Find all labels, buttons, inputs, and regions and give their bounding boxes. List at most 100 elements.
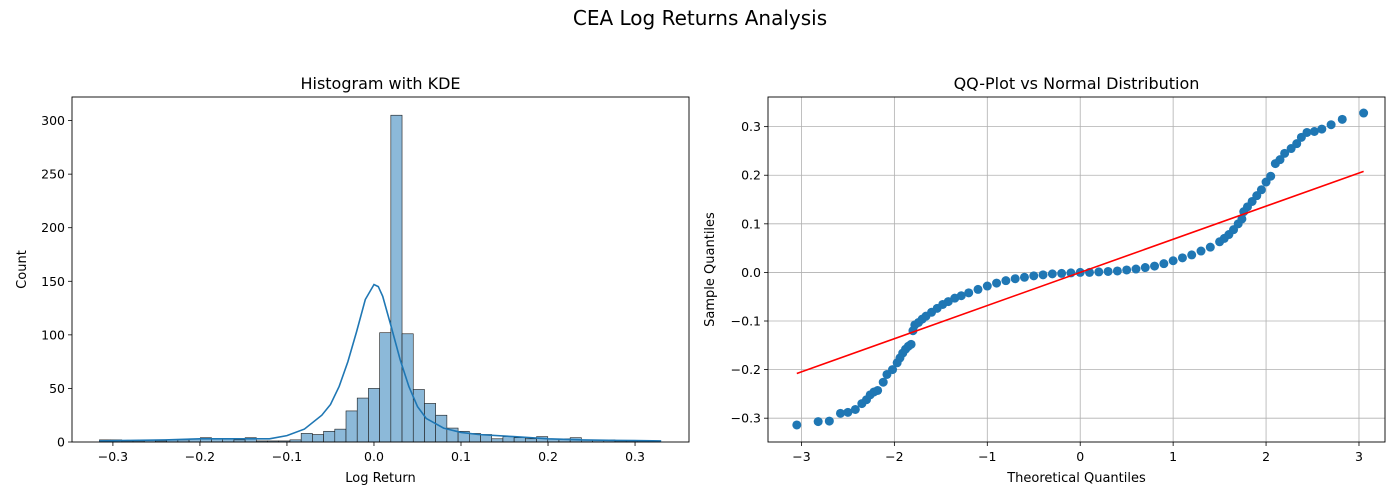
y-tick-label: −0.2 — [731, 362, 761, 377]
histogram-x-ticks: −0.3 −0.2 −0.1 0.0 0.1 0.2 0.3 — [98, 442, 645, 464]
histogram-bar — [312, 434, 324, 443]
qq-point — [1057, 268, 1067, 278]
qq-point — [964, 288, 974, 298]
qq-point — [824, 416, 834, 426]
y-tick-label: −0.3 — [731, 411, 761, 426]
x-tick-label: 1 — [1169, 449, 1177, 464]
histogram-bar — [356, 397, 369, 443]
figure-title: CEA Log Returns Analysis — [572, 6, 828, 30]
qq-point — [835, 408, 845, 418]
y-tick-label: 250 — [41, 167, 65, 182]
qq-point — [813, 417, 823, 427]
qq-point — [1237, 214, 1247, 224]
histogram-bar — [412, 389, 425, 443]
qq-point — [1010, 274, 1020, 284]
qq-point — [1168, 256, 1178, 266]
qq-point — [1112, 266, 1122, 276]
x-tick-label: −3 — [792, 449, 810, 464]
x-tick-label: −1 — [978, 449, 996, 464]
y-tick-label: 0.2 — [741, 168, 761, 183]
histogram-bar — [323, 430, 336, 443]
qq-point — [1280, 148, 1290, 158]
histogram-bars — [99, 114, 661, 443]
qq-point — [850, 404, 860, 414]
y-tick-label: 0 — [57, 435, 65, 450]
qq-point — [1047, 269, 1057, 279]
qq-point — [1292, 139, 1302, 149]
qq-point — [906, 339, 916, 349]
x-tick-label: 0.3 — [625, 449, 645, 464]
histogram-x-label: Log Return — [345, 471, 416, 486]
y-tick-label: 0.0 — [741, 265, 761, 280]
qq-point — [1266, 171, 1276, 181]
histogram-title: Histogram with KDE — [300, 74, 460, 93]
qq-point — [1131, 264, 1141, 274]
qq-point — [956, 291, 966, 301]
qq-y-ticks: −0.3 −0.2 −0.1 0.0 0.1 0.2 0.3 — [731, 119, 768, 426]
qq-point — [1019, 272, 1029, 282]
kde-line — [99, 283, 662, 442]
histogram-bar — [368, 388, 380, 443]
qq-point — [1256, 185, 1266, 195]
qq-y-label: Sample Quantiles — [703, 212, 718, 327]
qq-point — [1187, 250, 1197, 260]
x-tick-label: 2 — [1262, 449, 1270, 464]
x-tick-label: 0.2 — [538, 449, 558, 464]
histogram-bar — [379, 332, 392, 443]
qq-title: QQ-Plot vs Normal Distribution — [954, 74, 1200, 93]
qq-point — [1302, 127, 1312, 137]
x-tick-label: 3 — [1355, 449, 1363, 464]
qq-point — [1196, 246, 1206, 256]
x-tick-label: −0.3 — [98, 449, 128, 464]
qq-reference-line — [796, 170, 1364, 375]
qq-point — [1317, 124, 1327, 134]
qq-point — [982, 281, 992, 291]
qq-point — [1177, 253, 1187, 263]
x-tick-label: −0.2 — [185, 449, 215, 464]
histogram-axes-frame — [71, 96, 690, 443]
qq-point — [878, 377, 888, 387]
y-tick-label: 200 — [41, 220, 65, 235]
y-tick-label: 300 — [41, 113, 65, 128]
qq-axes-frame — [767, 96, 1386, 443]
y-tick-label: 0.1 — [741, 216, 761, 231]
y-tick-label: 100 — [41, 327, 65, 342]
histogram-bar — [502, 436, 515, 443]
qq-subplot: −3 −2 −1 0 1 2 3 −0.3 −0.2 −0.1 0.0 0.1 0.2 0.3 QQ-P… — [703, 74, 1386, 486]
histogram-bar — [345, 410, 358, 443]
histogram-subplot: −0.3 −0.2 −0.1 0.0 0.1 0.2 0.3 0 50 100 150 200 250… — [15, 74, 690, 486]
x-tick-label: −0.1 — [272, 449, 302, 464]
qq-point — [1337, 114, 1347, 124]
histogram-bar — [513, 437, 526, 443]
qq-point — [1103, 266, 1113, 276]
y-tick-label: 150 — [41, 274, 65, 289]
qq-points — [792, 108, 1369, 430]
y-tick-label: 0.3 — [741, 119, 761, 134]
histogram-bar — [334, 428, 347, 443]
histogram-bar — [401, 333, 414, 443]
qq-point — [1326, 120, 1336, 130]
qq-x-ticks: −3 −2 −1 0 1 2 3 — [792, 442, 1363, 464]
qq-point — [1038, 270, 1048, 280]
histogram-bar — [491, 438, 504, 443]
qq-point — [992, 278, 1002, 288]
qq-point — [1205, 242, 1215, 252]
qq-point — [873, 385, 883, 395]
qq-x-label: Theoretical Quantiles — [1006, 471, 1146, 486]
qq-point — [1309, 127, 1319, 136]
histogram-bar — [525, 438, 537, 443]
qq-point — [1275, 155, 1285, 165]
y-tick-label: −0.1 — [731, 314, 761, 329]
qq-point — [792, 420, 802, 430]
qq-point — [1001, 276, 1011, 286]
qq-point — [973, 284, 983, 294]
qq-point — [1140, 263, 1150, 273]
x-tick-label: −2 — [885, 449, 903, 464]
x-tick-label: 0 — [1076, 449, 1084, 464]
qq-point — [1359, 108, 1369, 118]
x-tick-label: 0.1 — [451, 449, 471, 464]
qq-point — [1094, 267, 1104, 277]
x-tick-label: 0.0 — [364, 449, 384, 464]
histogram-bar — [300, 433, 313, 443]
